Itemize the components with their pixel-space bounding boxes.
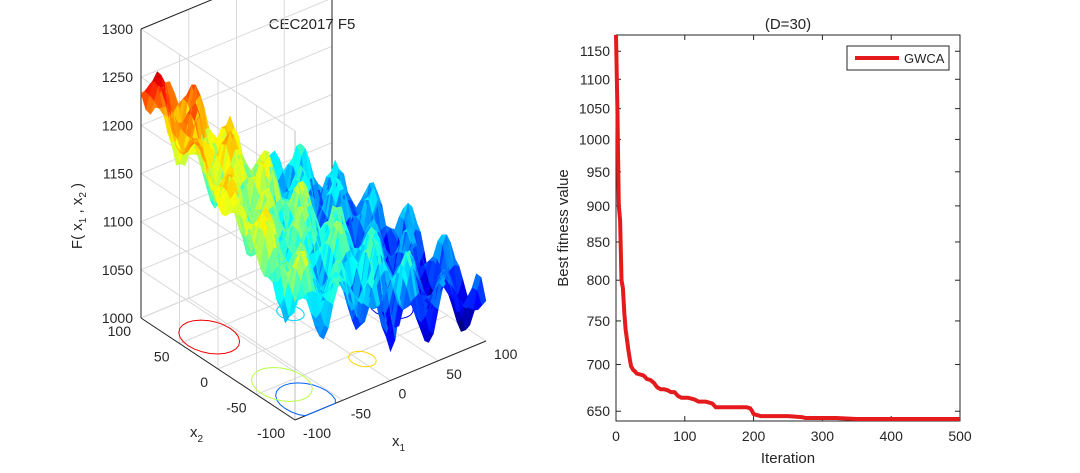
y-tick-label: 1000 — [579, 131, 610, 147]
x-tick-label: 100 — [673, 428, 697, 444]
y-tick-label: 650 — [587, 403, 611, 419]
z-label-sub1: 1 — [78, 217, 89, 223]
surface-3d-plot: CEC2017 F5 10001050110011501200125013001… — [69, 0, 518, 454]
y-tick-label: 700 — [587, 356, 611, 372]
z-label-part1: F( x — [69, 223, 86, 249]
y-tick-label: 850 — [587, 234, 611, 250]
x-tick-label: 400 — [880, 428, 904, 444]
z-label-part3: ) — [69, 183, 86, 192]
y-tick-label-3d: 0 — [200, 374, 208, 390]
x-axis-label-3d: x1 — [392, 433, 406, 454]
series-line-gwca — [614, 34, 960, 421]
y-ticks: 650 700 750 800 850 900 950 1000 1050 1100 1150 — [579, 43, 960, 419]
z-axis-label: F( x1 , x2 ) — [69, 183, 89, 249]
y-tick-label: 800 — [587, 272, 611, 288]
x-axis-label: Iteration — [761, 450, 815, 467]
contour-line — [178, 319, 241, 355]
z-tick-label: 1300 — [102, 21, 133, 37]
y-tick-label: 1100 — [580, 71, 610, 87]
legend-label-gwca: GWCA — [904, 51, 945, 66]
contour-line — [250, 366, 313, 403]
y-tick-label-3d: 100 — [108, 323, 132, 339]
convergence-plot: (D=30) 650700750800850900950100010501100… — [555, 16, 972, 467]
y-axis-label-3d: x2 — [190, 424, 204, 445]
contour-line — [348, 350, 377, 368]
z-tick-label: 1000 — [102, 310, 133, 326]
y-axis-label: Best fitness value — [555, 169, 572, 287]
legend: GWCA — [846, 45, 950, 71]
z-tick-label: 1100 — [103, 214, 133, 230]
y-tick-label: 1050 — [579, 101, 610, 117]
box-edge — [140, 317, 296, 421]
x-tick-label-3d: 100 — [494, 346, 518, 362]
x-tick-label-3d: 50 — [446, 366, 462, 382]
box-edge — [140, 0, 213, 30]
y-tick-label-3d: -100 — [257, 425, 285, 441]
x-tick-label: 200 — [742, 428, 766, 444]
y-tick-label: 750 — [587, 313, 611, 329]
x-tick-label-3d: -50 — [351, 405, 371, 421]
contour-line — [275, 382, 336, 417]
y-tick-label: 900 — [587, 198, 611, 214]
x-tick-label: 300 — [811, 428, 835, 444]
z-label-sub2: 2 — [78, 192, 89, 198]
z-label-part2: , x — [69, 197, 86, 218]
x-ticks: 0 100 200 300 400 500 — [612, 35, 972, 444]
plot-area — [615, 34, 961, 422]
surface-title: CEC2017 F5 — [269, 16, 356, 33]
y-tick-label: 950 — [587, 164, 611, 180]
x-tick-label-3d: 0 — [399, 386, 407, 402]
surface-ticks: 1000105011001150120012501300100500-50-10… — [102, 21, 518, 441]
z-tick-label: 1150 — [103, 166, 133, 182]
y-tick-label: 1150 — [580, 43, 610, 59]
x-tick-label: 0 — [612, 428, 620, 444]
y-tick-label-3d: 50 — [154, 349, 170, 365]
z-tick-label: 1250 — [102, 69, 133, 85]
surface-patch — [477, 277, 487, 306]
x-tick-label: 500 — [948, 428, 972, 444]
surface-mesh — [140, 71, 487, 353]
y-tick-label-3d: -50 — [226, 400, 246, 416]
z-tick-label: 1200 — [102, 117, 133, 133]
z-tick-label: 1050 — [102, 262, 133, 278]
convergence-title: (D=30) — [765, 16, 811, 33]
x-tick-label-3d: -100 — [303, 425, 331, 441]
